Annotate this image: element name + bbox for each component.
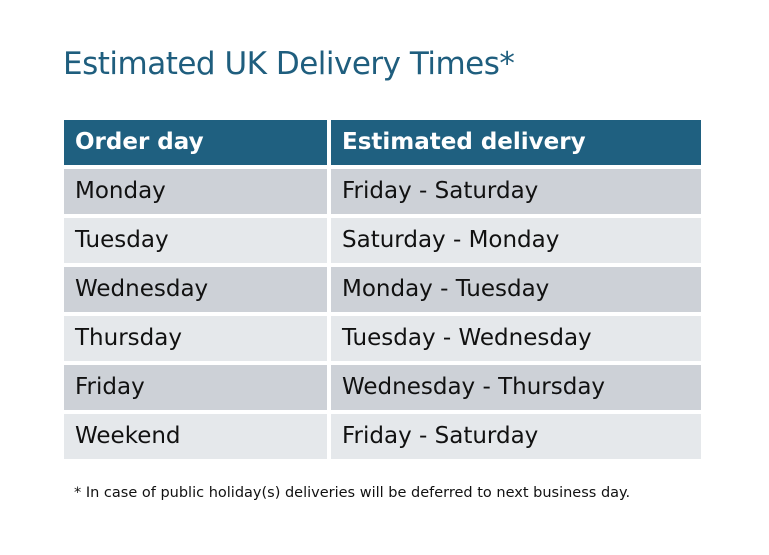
table-row: Tuesday Saturday - Monday: [64, 218, 701, 263]
table-row: Wednesday Monday - Tuesday: [64, 267, 701, 312]
order-day-cell: Monday: [64, 169, 327, 214]
order-day-cell: Weekend: [64, 414, 327, 459]
delivery-cell: Wednesday - Thursday: [331, 365, 701, 410]
table-row: Monday Friday - Saturday: [64, 169, 701, 214]
delivery-cell: Friday - Saturday: [331, 169, 701, 214]
order-day-cell: Friday: [64, 365, 327, 410]
table-header-row: Order day Estimated delivery: [64, 120, 701, 165]
delivery-cell: Monday - Tuesday: [331, 267, 701, 312]
table-row: Thursday Tuesday - Wednesday: [64, 316, 701, 361]
header-estimated-delivery: Estimated delivery: [331, 120, 701, 165]
delivery-table: Order day Estimated delivery Monday Frid…: [64, 120, 701, 463]
table-row: Weekend Friday - Saturday: [64, 414, 701, 459]
delivery-cell: Saturday - Monday: [331, 218, 701, 263]
page-title: Estimated UK Delivery Times*: [63, 46, 515, 82]
header-order-day: Order day: [64, 120, 327, 165]
table-row: Friday Wednesday - Thursday: [64, 365, 701, 410]
order-day-cell: Wednesday: [64, 267, 327, 312]
delivery-cell: Tuesday - Wednesday: [331, 316, 701, 361]
order-day-cell: Tuesday: [64, 218, 327, 263]
delivery-cell: Friday - Saturday: [331, 414, 701, 459]
order-day-cell: Thursday: [64, 316, 327, 361]
footnote: * In case of public holiday(s) deliverie…: [74, 485, 631, 501]
